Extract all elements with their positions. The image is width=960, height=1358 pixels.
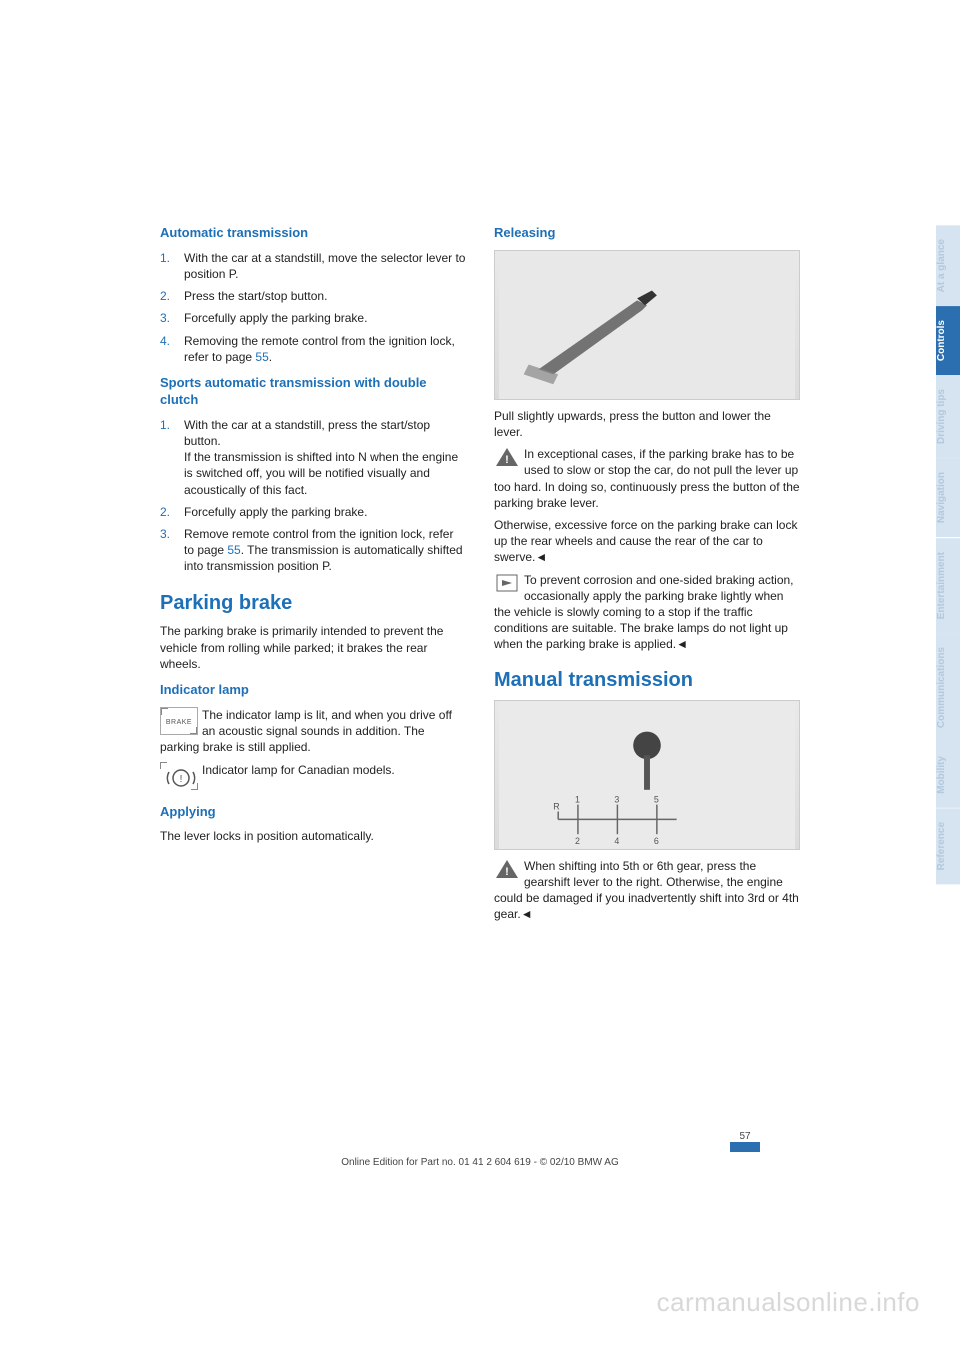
tab-mobility[interactable]: Mobility [936,742,960,808]
auto-trans-list: 1.With the car at a standstill, move the… [160,250,466,365]
heading-manual-trans: Manual transmission [494,669,800,692]
indicator-para-2: ! Indicator lamp for Canadian models. [160,762,466,790]
tab-driving-tips[interactable]: Driving tips [936,375,960,458]
brake-lamp-icon: BRAKE [160,707,198,735]
note-icon [494,572,520,594]
tab-communications[interactable]: Communications [936,633,960,742]
svg-text:5: 5 [654,794,659,804]
tab-at-a-glance[interactable]: At a glance [936,225,960,306]
section-tabs: At a glance Controls Driving tips Naviga… [936,225,960,884]
right-column: Releasing Pull slightly upwards, press t… [494,225,800,928]
svg-text:3: 3 [614,794,619,804]
sports-trans-list: 1.With the car at a standstill, press th… [160,417,466,575]
tab-reference[interactable]: Reference [936,808,960,884]
page-footer: 57 Online Edition for Part no. 01 41 2 6… [160,1131,800,1168]
list-item: Removing the remote control from the ign… [184,334,455,364]
heading-indicator: Indicator lamp [160,682,466,699]
releasing-note: To prevent corrosion and one-sided braki… [494,572,800,653]
heading-parking-brake: Parking brake [160,592,466,615]
footer-edition-line: Online Edition for Part no. 01 41 2 604 … [160,1157,800,1168]
tab-controls[interactable]: Controls [936,306,960,375]
tab-entertainment[interactable]: Entertainment [936,538,960,633]
list-item: Forcefully apply the parking brake. [184,505,367,519]
svg-text:2: 2 [575,836,580,846]
svg-text:1: 1 [575,794,580,804]
list-item: With the car at a standstill, move the s… [184,251,465,281]
svg-text:!: ! [505,454,509,466]
svg-text:R: R [553,801,559,811]
warning-icon: ! [494,858,520,880]
manual-warning: ! When shifting into 5th or 6th gear, pr… [494,858,800,923]
list-item: Forcefully apply the parking brake. [184,311,367,325]
tab-navigation[interactable]: Navigation [936,458,960,537]
heading-releasing: Releasing [494,225,800,242]
brake-lamp-canada-icon: ! [160,762,198,790]
page-link[interactable]: 55 [255,350,268,364]
parking-brake-intro: The parking brake is primarily intended … [160,623,466,672]
left-column: Automatic transmission 1.With the car at… [160,225,466,928]
site-watermark: carmanualsonline.info [657,1287,920,1318]
svg-text:!: ! [505,866,509,878]
releasing-text: Pull slightly upwards, press the button … [494,408,800,440]
releasing-warning-2: Otherwise, excessive force on the parkin… [494,517,800,566]
svg-text:6: 6 [654,836,659,846]
svg-text:4: 4 [614,836,619,846]
manual-trans-image: R 1 3 5 2 4 6 [494,700,800,850]
heading-sports-trans: Sports automatic transmission with doubl… [160,375,466,409]
list-item: Press the start/stop button. [184,289,327,303]
list-item: With the car at a standstill, press the … [184,418,458,497]
svg-text:!: ! [180,774,183,785]
page-number: 57 [730,1131,760,1142]
parking-brake-image [494,250,800,400]
applying-text: The lever locks in position automaticall… [160,828,466,844]
releasing-warning: ! In exceptional cases, if the parking b… [494,446,800,511]
indicator-para-1: BRAKE The indicator lamp is lit, and whe… [160,707,466,756]
page-link[interactable]: 55 [227,543,240,557]
heading-auto-trans: Automatic transmission [160,225,466,242]
warning-icon: ! [494,446,520,468]
heading-applying: Applying [160,804,466,821]
page-number-bar [730,1142,760,1152]
